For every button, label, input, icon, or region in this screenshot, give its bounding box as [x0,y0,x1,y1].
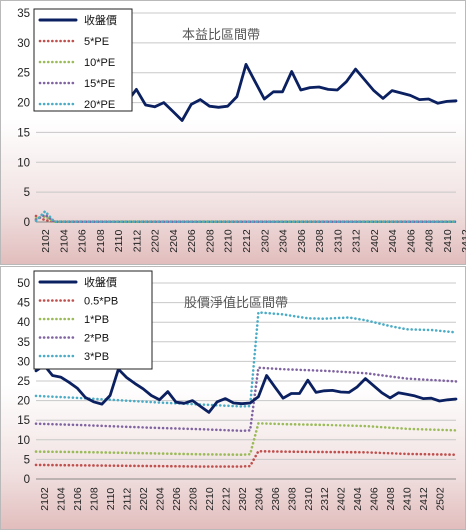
pb-legend: 收盤價 0.5*PB 1*PB 2*PB 3*PB [33,270,153,370]
pe-legend-label: 20*PE [84,99,115,111]
pb-x-tick-label: 2204 [155,487,167,511]
pb-chart-title: 股價淨值比區間帶 [184,295,288,310]
pe-series-line-20-pe [34,210,458,223]
pe-series-line-series-0 [98,63,458,122]
pe-x-tick-label: 2404 [387,229,399,253]
pe-y-tick-label: 0 [24,217,30,229]
pb-x-tick-label: 2402 [336,487,348,511]
pe-x-tick-label: 2108 [95,229,107,253]
pe-legend-label: 收盤價 [84,13,117,27]
pb-y-tick-label: 15 [17,415,30,427]
pe-y-tick-label: 35 [17,8,30,20]
pe-x-tick-label: 2202 [150,229,162,253]
pb-x-tick-label: 2112 [122,488,134,511]
pe-x-tick-label: 2406 [405,229,417,253]
pb-band-chart-panel: 0 5 10 15 20 25 30 35 40 45 50 2102 2104 2106 2108 2110… [0,266,466,530]
pb-x-tick-label: 2502 [435,487,447,511]
pb-x-tick-label: 2206 [171,487,183,511]
pb-x-tick-label: 2106 [72,487,84,511]
pb-x-tick-label: 2406 [369,487,381,511]
pe-legend: 收盤價 5*PE 10*PE 15*PE 20*PE [33,8,133,112]
pe-chart-title: 本益比區間帶 [182,27,260,42]
pb-series-line-3-pb [34,311,458,408]
pe-y-tick-label: 10 [17,157,30,169]
pb-x-tick-label: 2202 [138,487,150,511]
pb-x-tick-label: 2210 [204,487,216,511]
pb-x-tick-label: 2412 [418,487,430,511]
pb-legend-label: 3*PB [84,351,109,363]
pe-x-tick-label: 2106 [77,229,89,253]
pe-legend-label: 15*PE [84,78,115,90]
pe-x-tick-label: 2412 [460,229,466,253]
pb-x-tick-label: 2304 [253,487,265,511]
pb-legend-box [33,270,153,370]
pe-x-tick-label: 2104 [58,229,70,253]
pb-y-tick-label: 40 [17,317,30,329]
pb-x-tick-label: 2212 [220,487,232,511]
pe-x-tick-label: 2402 [369,229,381,253]
pb-x-tick-label: 2302 [237,487,249,511]
pb-y-tick-label: 35 [17,337,30,349]
pb-x-tick-label: 2308 [286,487,298,511]
pe-x-tick-label: 2306 [296,229,308,253]
pe-y-tick-label: 20 [17,98,30,110]
pb-series-line-1-pb [34,422,458,456]
pe-y-tick-label: 5 [24,187,30,199]
pb-x-tick-label: 2408 [385,487,397,511]
pb-y-tick-label: 10 [17,435,30,447]
pe-x-tick-label: 2410 [442,229,454,253]
pe-x-tick-label: 2408 [424,229,436,253]
pe-band-chart: 0 5 10 15 20 25 30 35 2102 2104 2106 2108 2110 2112 22… [17,8,466,253]
pb-x-tick-label: 2110 [105,488,117,511]
pe-band-chart-panel: 0 5 10 15 20 25 30 35 2102 2104 2106 2108 2110 2112 22… [0,0,466,265]
pe-x-tick-label: 2308 [314,229,326,253]
pb-series-line-series-0 [34,363,458,414]
pe-x-tick-label: 2210 [223,229,235,253]
pe-y-tick-label: 25 [17,68,30,80]
pe-series-line-15-pe [34,213,458,223]
pb-band-chart: 0 5 10 15 20 25 30 35 40 45 50 2102 2104 2106 2108 2110… [17,270,458,511]
pb-x-tick-label: 2108 [89,487,101,511]
pb-legend-label: 收盤價 [84,275,117,289]
pb-series-line-2-pb [34,366,458,433]
pb-y-tick-label: 0 [24,474,30,486]
pe-legend-label: 10*PE [84,57,115,69]
pb-x-tick-label: 2310 [303,487,315,511]
pb-y-tick-label: 25 [17,376,30,388]
pb-series-line-0-5-pb [34,449,458,468]
pb-y-tick-label: 20 [17,396,30,408]
pb-x-tick-label: 2104 [56,487,68,511]
pb-x-tick-label: 2410 [402,487,414,511]
pb-x-tick-label: 2208 [187,487,199,511]
pe-legend-label: 5*PE [84,36,109,48]
pb-y-tick-label: 45 [17,298,30,310]
pb-legend-label: 1*PB [84,314,109,326]
pe-x-tick-label: 2112 [131,230,143,253]
pe-x-tick-label: 2204 [168,229,180,253]
pe-x-tick-label: 2110 [113,230,125,253]
pe-x-tick-label: 2310 [332,229,344,253]
pb-y-tick-label: 30 [17,356,30,368]
pb-y-tick-label: 5 [24,454,30,466]
pe-y-tick-label: 30 [17,38,30,50]
pe-x-tick-label: 2312 [351,229,363,253]
pe-x-tick-label: 2304 [278,229,290,253]
pe-x-tick-label: 2102 [40,229,52,253]
pb-x-tick-label: 2404 [352,487,364,511]
pe-x-tick-label: 2302 [259,229,271,253]
pb-legend-label: 2*PB [84,333,109,345]
pe-legend-box [33,8,133,112]
pe-x-tick-label: 2212 [241,229,253,253]
pb-legend-label: 0.5*PB [84,296,118,308]
pb-x-tick-label: 2102 [39,487,51,511]
pe-x-tick-label: 2208 [204,229,216,253]
pb-x-tick-label: 2312 [319,487,331,511]
pb-x-tick-label: 2306 [270,487,282,511]
pe-x-tick-label: 2206 [186,229,198,253]
pb-y-tick-label: 50 [17,278,30,290]
pe-y-tick-label: 15 [17,127,30,139]
